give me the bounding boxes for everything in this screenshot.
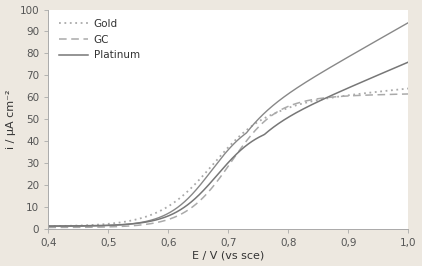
GC [356,94,361,97]
Line: GC: GC [49,94,408,227]
X-axis label: E / V (vs sce): E / V (vs sce) [192,251,265,260]
Gold [255,121,260,124]
GC [46,226,51,229]
GC [255,127,260,130]
GC [68,226,73,229]
GC [264,118,269,121]
Gold [356,92,361,95]
GC [275,110,280,113]
Y-axis label: i / μA cm⁻²: i / μA cm⁻² [5,89,16,149]
Gold [406,87,411,90]
Gold [264,115,269,119]
Platinum [356,82,361,85]
Platinum [68,224,73,227]
GC [319,97,324,100]
Gold [275,111,280,114]
Platinum [275,123,280,126]
Gold [68,224,73,227]
Platinum [255,136,260,140]
GC [406,92,411,95]
Platinum [46,224,51,227]
Platinum [406,61,411,64]
Gold [319,98,324,101]
Line: Gold: Gold [49,89,408,226]
Platinum [264,131,269,134]
Line: Platinum: Platinum [49,62,408,226]
Platinum [319,98,324,102]
Gold [46,225,51,228]
Legend: Gold, GC, Platinum: Gold, GC, Platinum [57,17,142,63]
